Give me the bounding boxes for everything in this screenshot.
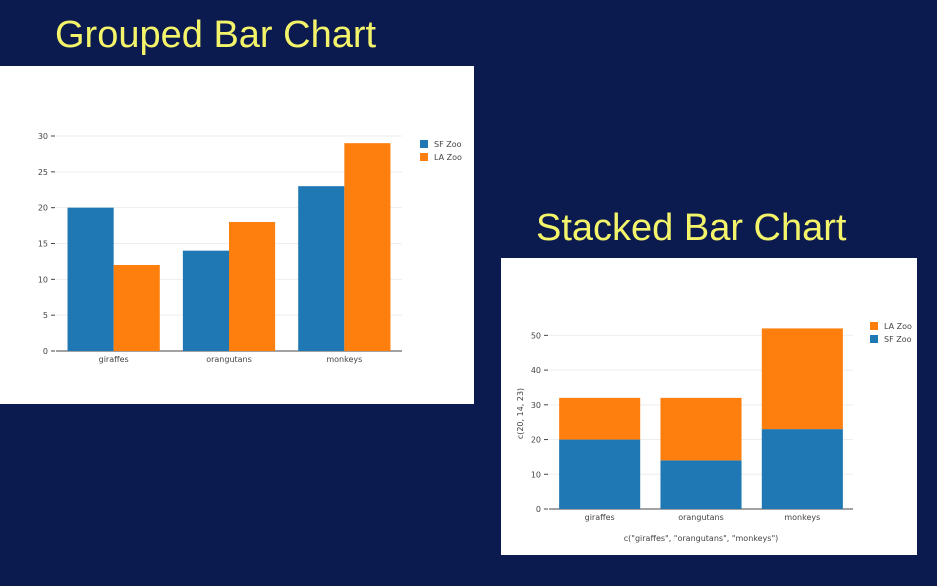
legend-swatch-la-zoo xyxy=(420,153,428,161)
legend-swatch-sf-zoo xyxy=(420,140,428,148)
bar-la-zoo-monkeys xyxy=(761,328,843,430)
bar-la-zoo-orangutans xyxy=(660,397,742,461)
grouped-bar-chart-panel: 0 5 10 15 20 25 30 giraffes orangutans monkeys SF … xyxy=(0,66,474,404)
y-tick-label: 10 xyxy=(531,470,541,479)
y-tick-label: 30 xyxy=(38,132,48,141)
x-tick-label: orangutans xyxy=(678,513,724,522)
bar-sf-zoo-monkeys xyxy=(761,429,843,509)
bar-sf-zoo-giraffes xyxy=(67,207,114,351)
legend-label-la-zoo: LA Zoo xyxy=(884,322,912,331)
y-tick-label: 30 xyxy=(531,401,541,410)
x-tick-label: monkeys xyxy=(784,513,820,522)
bar-la-zoo-giraffes xyxy=(113,265,160,351)
y-axis-title: c(20, 14, 23) xyxy=(516,388,525,439)
x-tick-label: monkeys xyxy=(326,355,362,364)
y-tick-label: 5 xyxy=(43,311,48,320)
x-tick-label: giraffes xyxy=(99,355,129,364)
y-tick-label: 20 xyxy=(38,204,48,213)
y-tick-label: 15 xyxy=(38,240,48,249)
bar-sf-zoo-orangutans xyxy=(182,250,229,351)
bar-sf-zoo-monkeys xyxy=(298,186,345,351)
y-tick-label: 10 xyxy=(38,275,48,284)
bar-la-zoo-monkeys xyxy=(344,143,391,351)
legend-label-sf-zoo: SF Zoo xyxy=(434,140,462,149)
grouped-bar-chart: 0 5 10 15 20 25 30 giraffes orangutans monkeys SF … xyxy=(38,132,462,364)
bar-sf-zoo-giraffes xyxy=(559,439,641,509)
stacked-bar-chart: 0 10 20 30 40 50 giraffes orangutans monkeys LA Z… xyxy=(516,322,912,543)
x-tick-label: giraffes xyxy=(585,513,615,522)
x-axis-title: c("giraffes", "orangutans", "monkeys") xyxy=(624,534,779,543)
stacked-chart-title: Stacked Bar Chart xyxy=(536,207,847,249)
legend-swatch-la-zoo xyxy=(870,322,878,330)
bar-la-zoo-orangutans xyxy=(229,222,276,351)
grouped-chart-title: Grouped Bar Chart xyxy=(55,14,377,56)
legend-swatch-sf-zoo xyxy=(870,335,878,343)
y-tick-label: 20 xyxy=(531,436,541,445)
y-tick-label: 40 xyxy=(531,366,541,375)
y-tick-label: 0 xyxy=(536,505,541,514)
y-tick-label: 25 xyxy=(38,168,48,177)
x-tick-label: orangutans xyxy=(206,355,252,364)
legend-label-sf-zoo: SF Zoo xyxy=(884,335,912,344)
y-tick-label: 50 xyxy=(531,331,541,340)
y-tick-label: 0 xyxy=(43,347,48,356)
stacked-bar-chart-panel: 0 10 20 30 40 50 giraffes orangutans monkeys LA Z… xyxy=(501,258,917,555)
bar-la-zoo-giraffes xyxy=(559,397,641,440)
bar-sf-zoo-orangutans xyxy=(660,460,742,509)
legend-label-la-zoo: LA Zoo xyxy=(434,153,462,162)
